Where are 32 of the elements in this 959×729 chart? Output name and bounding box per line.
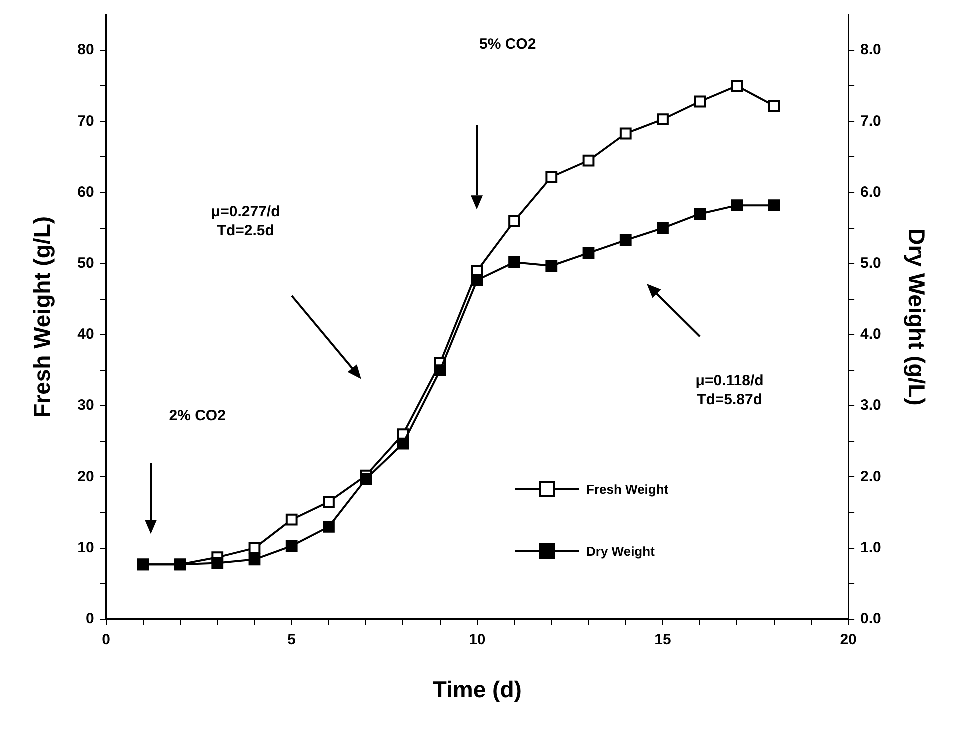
y-tick-label: 60 [78, 184, 94, 201]
y-tick-label: 30 [78, 397, 94, 414]
y2-tick-label: 7.0 [860, 112, 882, 130]
y2-tick-label: 4.0 [860, 326, 882, 344]
y2-axis-title: Dry Weight (g/L) [904, 228, 930, 406]
annotation: 2% CO2 [169, 407, 226, 424]
x-axis-title: Time (d) [432, 676, 522, 703]
y2-tick-label: 8.0 [860, 42, 882, 59]
y2-tick-label: 6.0 [860, 184, 882, 201]
y2-tick-label: 2.0 [860, 468, 882, 486]
annotation: μ=0.277/d Td=2.5d [211, 203, 280, 240]
y2-tick-label: 5.0 [860, 255, 882, 272]
y-tick-label: 20 [78, 468, 94, 486]
y-tick-label: 40 [78, 326, 94, 344]
y-tick-label: 0 [86, 610, 94, 628]
annotation: μ=0.118/d Td=5.87d [696, 372, 764, 409]
x-tick-label: 10 [469, 632, 486, 649]
x-tick-label: 5 [288, 632, 296, 649]
y-tick-label: 50 [78, 255, 94, 272]
legend-label: Fresh Weight [586, 482, 669, 497]
y-axis-title: Fresh Weight (g/L) [29, 216, 56, 418]
legend-label: Dry Weight [586, 544, 655, 559]
annotation: 5% CO2 [479, 36, 536, 53]
x-tick-label: 20 [840, 632, 857, 649]
y-tick-label: 10 [78, 539, 94, 556]
y-tick-label: 70 [78, 112, 94, 130]
y2-tick-label: 3.0 [860, 397, 882, 414]
x-tick-label: 0 [102, 632, 110, 649]
y2-tick-label: 0.0 [860, 610, 882, 628]
y2-tick-label: 1.0 [860, 539, 882, 556]
y-tick-label: 80 [78, 42, 94, 59]
x-tick-label: 15 [654, 632, 672, 649]
